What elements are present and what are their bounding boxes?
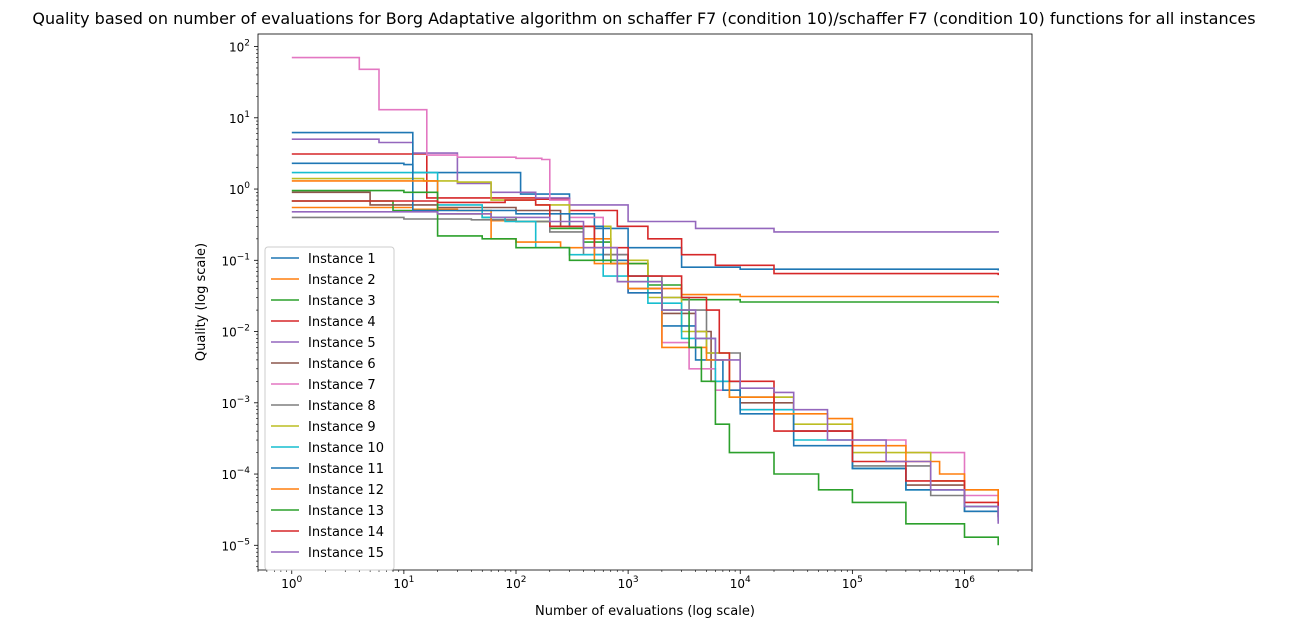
- y-tick-label: 100: [229, 181, 250, 197]
- legend-entry-label: Instance 2: [308, 273, 376, 288]
- x-tick-label: 105: [842, 575, 863, 591]
- x-tick-label: 101: [393, 575, 414, 591]
- legend-entry-label: Instance 13: [308, 504, 384, 519]
- legend-entry-label: Instance 5: [308, 336, 376, 351]
- series-layer: [291, 56, 999, 546]
- series-line-instance-13: [291, 189, 999, 546]
- legend-entry-label: Instance 14: [308, 525, 384, 540]
- y-tick-label: 101: [229, 110, 250, 126]
- y-tick-label: 10−3: [221, 395, 250, 411]
- legend-entry-label: Instance 10: [308, 441, 384, 456]
- x-tick-label: 102: [505, 575, 526, 591]
- legend-entry-label: Instance 11: [308, 462, 384, 477]
- y-tick-label: 102: [229, 39, 250, 55]
- legend-entry-label: Instance 4: [308, 315, 376, 330]
- y-axis: 10−5 10−4 10−3 10−2 10−1 100 101 102: [221, 39, 258, 568]
- chart-title: Quality based on number of evaluations f…: [32, 9, 1255, 28]
- x-axis-label: Number of evaluations (log scale): [535, 604, 755, 619]
- y-tick-label: 10−5: [221, 537, 250, 553]
- legend-entry-label: Instance 6: [308, 357, 376, 372]
- y-axis-label: Quality (log scale): [194, 243, 209, 361]
- x-axis: 100 101 102 103 104 105 106: [257, 570, 1033, 591]
- series-line-instance-5: [291, 138, 999, 233]
- y-tick-label: 10−4: [221, 466, 250, 482]
- legend-entry-label: Instance 8: [308, 399, 376, 414]
- x-tick-label: 106: [954, 575, 975, 591]
- legend: Instance 1 Instance 2 Instance 3 Instance 4…: [264, 246, 395, 571]
- legend-entry-label: Instance 9: [308, 420, 376, 435]
- x-tick-label: 103: [618, 575, 639, 591]
- x-tick-label: 100: [281, 575, 302, 591]
- x-tick-label: 104: [730, 575, 751, 591]
- legend-entry-label: Instance 15: [308, 546, 384, 561]
- legend-entry-label: Instance 12: [308, 483, 384, 498]
- plot-area: [257, 33, 1033, 571]
- series-line-instance-4: [291, 153, 999, 276]
- y-tick-label: 10−2: [221, 324, 250, 340]
- legend-entry-label: Instance 7: [308, 378, 376, 393]
- legend-entry-label: Instance 3: [308, 294, 376, 309]
- series-line-instance-15: [291, 211, 999, 524]
- legend-entry-label: Instance 1: [308, 252, 376, 267]
- y-tick-label: 10−1: [221, 252, 250, 268]
